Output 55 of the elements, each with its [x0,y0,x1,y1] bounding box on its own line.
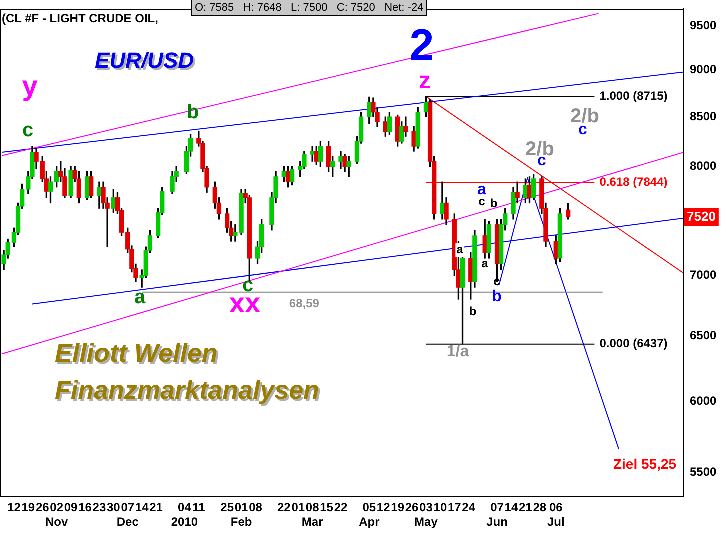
y-tick-label: 5500 [690,465,718,480]
x-tick-label: 14 [504,500,518,515]
annotation: b [469,304,477,318]
x-tick-label: 12 [8,500,22,515]
y-tick-label: 9500 [690,18,718,33]
x-tick-label: 11 [192,500,206,515]
x-tick-label: 16 [78,500,92,515]
y-tick-label: 8500 [690,109,718,124]
annotation: c [22,120,34,142]
candlestick [310,146,315,162]
x-tick-label: 26 [405,500,420,515]
annotation: O: 7585 H: 7648 L: 7500 C: 7520 Net: -24 [195,2,424,14]
annotation: Elliott Wellen [57,340,220,370]
x-tick-label: 06 Jul [547,500,565,529]
x-tick-label: 26 [36,500,50,515]
annotation: EUR/USD [97,50,196,76]
x-tick-label: 19 [22,500,36,515]
x-tick-label: 21 [519,500,533,515]
annotation: Ziel 55,25 [613,456,677,472]
x-tick-label: 28 [533,500,547,515]
x-tick-label: 24 [462,500,476,515]
chart-title: (CL #F - LIGHT CRUDE OIL, [2,12,158,26]
annotation: Finanzmarktanalysen [57,377,322,408]
y-tick-label: 6500 [690,328,718,343]
x-tick-label: 22 [334,500,348,515]
annotation: a [482,256,489,270]
y-tick-label: 6000 [690,394,718,408]
x-tick-label: 25 [220,500,234,515]
x-tick-label: 22 [277,500,292,515]
y-tick-label: 7000 [690,268,718,282]
x-tick-label: 21 [150,500,164,515]
y-tick-label: 8000 [690,158,718,173]
x-tick-label: 30 [106,500,121,515]
annotation: 68,59 [289,296,320,311]
x-tick-label: 19 [391,500,405,515]
x-tick-label: 14 [135,500,150,515]
annotation: 0.618 (7844) [600,175,668,190]
x-tick-label: 23 [92,500,106,515]
x-tick-label: 10 [434,500,448,515]
x-tick-label: 17 [448,500,462,515]
annotation: y [22,70,38,102]
x-tick-label: 08 [249,500,263,515]
x-tick-label: 01 [292,500,306,515]
annotation: 0.000 (6437) [600,336,668,351]
x-tick-label: 09 [64,500,78,515]
annotation: 1.000 (8715) [600,89,668,104]
annotation: 7520 [687,208,716,224]
annotation: a [134,286,146,309]
annotation: b [492,288,502,306]
annotation: 1/a [446,343,470,360]
y-tick-label: 9000 [690,62,718,77]
annotation: z [419,68,431,95]
annotation: b [490,196,498,210]
x-tick-label: 15 [320,500,334,515]
annotation: a [456,242,464,256]
